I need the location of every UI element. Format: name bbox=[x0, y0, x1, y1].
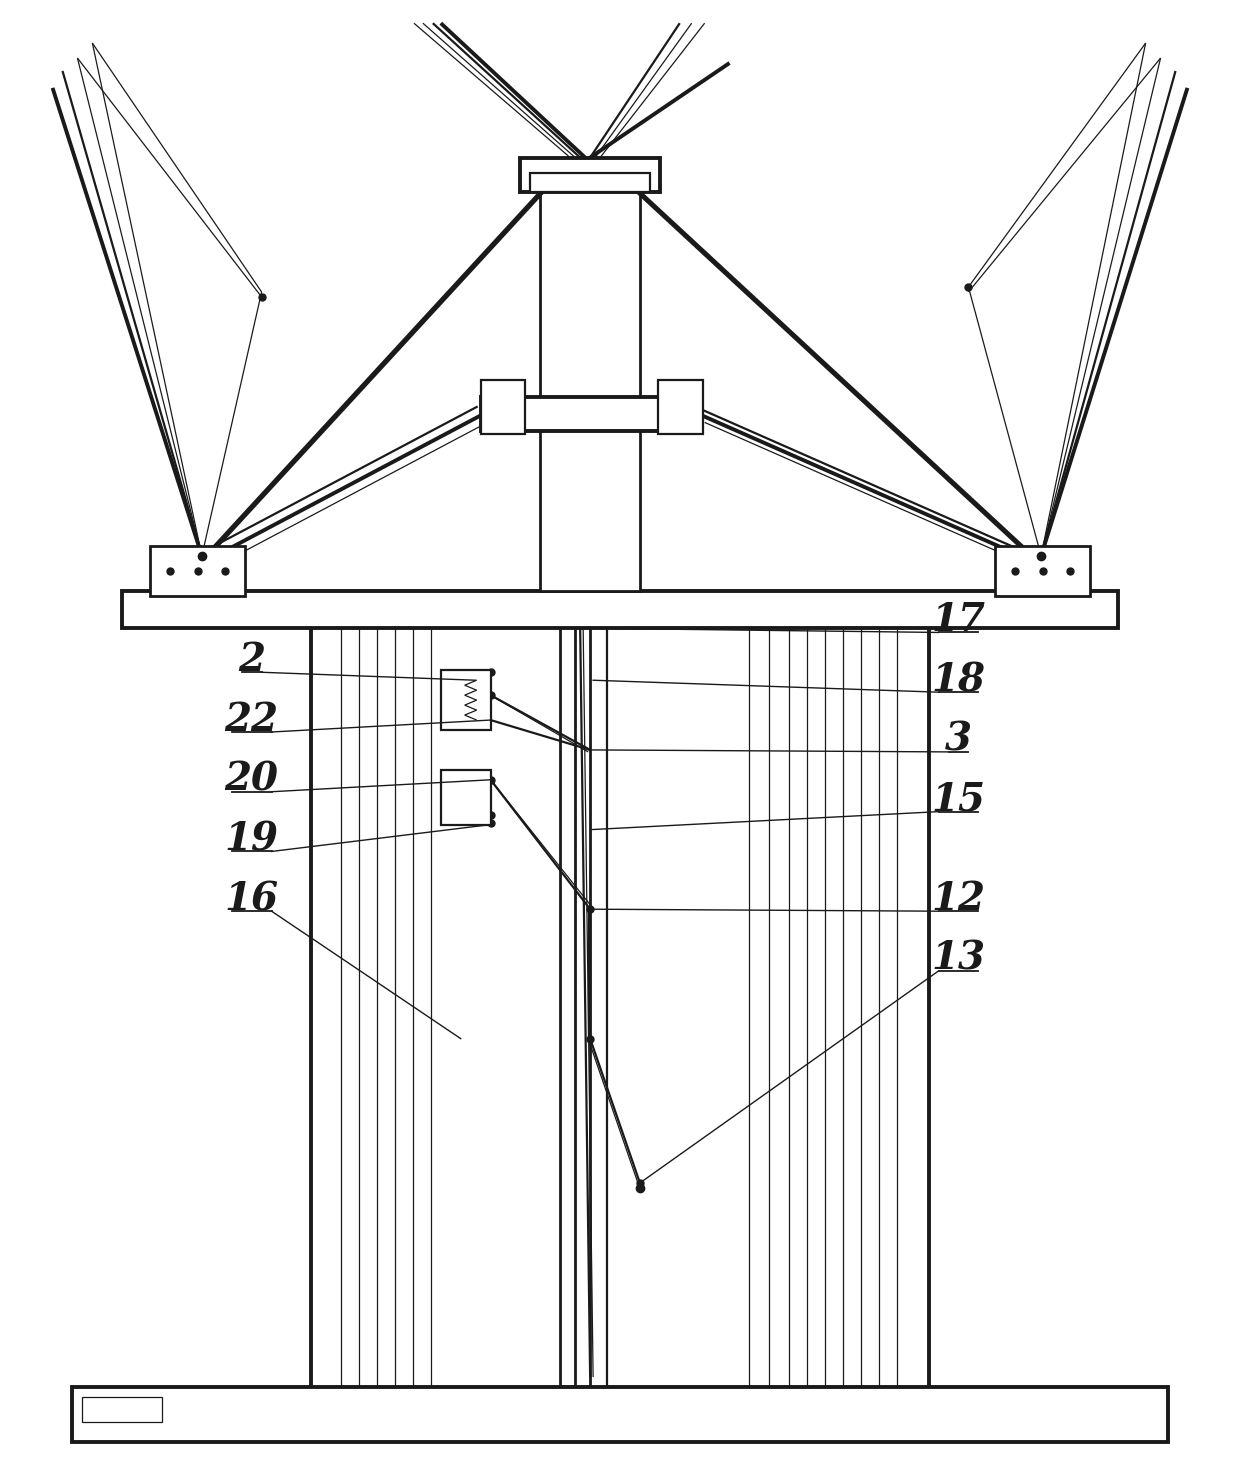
Text: 20: 20 bbox=[224, 761, 279, 799]
Text: 19: 19 bbox=[224, 821, 279, 859]
Bar bbox=[521, 158, 660, 193]
Text: 16: 16 bbox=[224, 881, 279, 919]
Text: 17: 17 bbox=[931, 601, 986, 639]
Bar bbox=[481, 379, 526, 435]
Text: 13: 13 bbox=[931, 939, 986, 977]
Bar bbox=[531, 173, 650, 193]
Bar bbox=[481, 396, 699, 432]
Text: 2: 2 bbox=[238, 641, 265, 679]
Bar bbox=[150, 546, 244, 595]
Bar bbox=[440, 670, 491, 730]
Bar bbox=[72, 1387, 1168, 1443]
Text: 15: 15 bbox=[931, 781, 986, 819]
Text: 3: 3 bbox=[945, 721, 972, 759]
Bar bbox=[996, 546, 1090, 595]
Bar bbox=[440, 770, 491, 825]
Bar bbox=[658, 379, 703, 435]
Bar bbox=[541, 183, 640, 591]
Text: 18: 18 bbox=[931, 661, 986, 699]
Bar bbox=[123, 591, 1117, 629]
Bar bbox=[82, 1397, 162, 1422]
Text: 22: 22 bbox=[224, 701, 279, 739]
Text: 12: 12 bbox=[931, 881, 986, 919]
